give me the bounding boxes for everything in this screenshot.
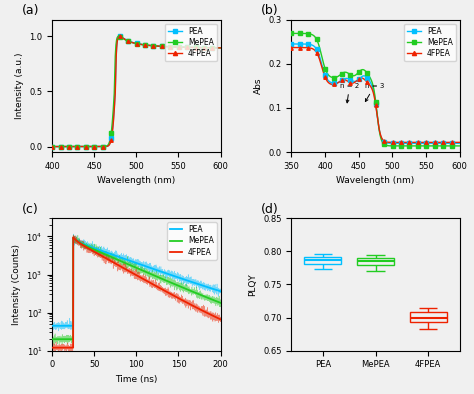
Line: 4FPEA: 4FPEA <box>52 237 220 348</box>
MePEA <box>127 262 133 267</box>
Text: (b): (b) <box>261 4 279 17</box>
MePEA <box>182 286 188 291</box>
MePEA <box>213 299 219 303</box>
Y-axis label: Intensity (Counts): Intensity (Counts) <box>12 244 21 325</box>
X-axis label: Wavelength (nm): Wavelength (nm) <box>97 177 175 185</box>
Y-axis label: PLQY: PLQY <box>248 273 257 296</box>
4FPEA <box>213 315 219 320</box>
4FPEA <box>127 269 133 274</box>
Text: n = 3: n = 3 <box>365 83 384 102</box>
4FPEA <box>213 315 219 320</box>
MePEA <box>49 337 55 342</box>
PEA <box>213 287 219 292</box>
4FPEA <box>218 317 223 322</box>
MePEA <box>70 236 76 240</box>
MePEA <box>218 301 223 305</box>
PEA <box>218 289 223 294</box>
PEA <box>70 236 76 240</box>
PEA <box>58 323 64 328</box>
Legend: PEA, MePEA, 4FPEA: PEA, MePEA, 4FPEA <box>167 222 217 260</box>
Y-axis label: Abs: Abs <box>254 78 263 94</box>
PEA <box>213 287 219 292</box>
Line: PEA: PEA <box>52 238 220 326</box>
4FPEA <box>131 271 137 276</box>
PEA <box>131 260 137 265</box>
X-axis label: Time (ns): Time (ns) <box>115 375 157 384</box>
PEA <box>127 258 133 263</box>
4FPEA <box>49 345 55 350</box>
Text: (d): (d) <box>261 203 279 216</box>
Text: (a): (a) <box>22 4 39 17</box>
Legend: PEA, MePEA, 4FPEA: PEA, MePEA, 4FPEA <box>165 24 217 61</box>
MePEA <box>58 337 64 342</box>
MePEA <box>131 264 137 269</box>
MePEA <box>213 299 219 303</box>
Bar <box>357 258 394 265</box>
PEA <box>49 323 55 328</box>
Bar <box>410 312 447 322</box>
Text: (c): (c) <box>22 203 38 216</box>
4FPEA <box>58 345 64 350</box>
Line: MePEA: MePEA <box>52 238 220 339</box>
Legend: PEA, MePEA, 4FPEA: PEA, MePEA, 4FPEA <box>404 24 456 61</box>
PEA <box>182 277 188 282</box>
X-axis label: Wavelength (nm): Wavelength (nm) <box>337 177 415 185</box>
Text: n = 2: n = 2 <box>340 83 359 103</box>
4FPEA <box>182 299 188 304</box>
4FPEA <box>70 235 76 240</box>
Y-axis label: Intensity (a.u.): Intensity (a.u.) <box>15 53 24 119</box>
Bar <box>304 256 341 264</box>
